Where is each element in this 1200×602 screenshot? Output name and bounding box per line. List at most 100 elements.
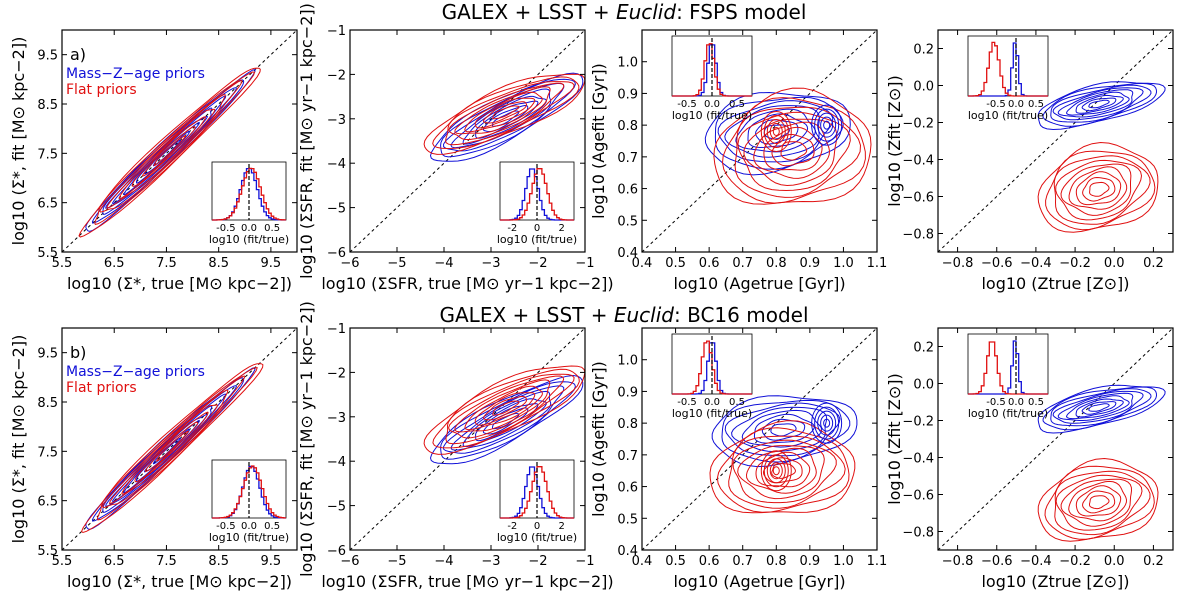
x-tick-label: −3 <box>481 554 500 569</box>
mzage-contour <box>1057 89 1134 118</box>
flat-contour <box>716 427 850 513</box>
flat-contour <box>1082 490 1116 514</box>
inset-x-label: log10 (fit/true) <box>672 109 752 122</box>
contours <box>350 30 585 252</box>
mzage-contour <box>1088 99 1110 109</box>
mzage-contour <box>753 413 815 444</box>
mzage-contour <box>1075 94 1124 114</box>
flat-contour <box>131 116 207 187</box>
mzage-contour <box>91 79 245 224</box>
y-tick-label: −3 <box>327 411 346 426</box>
x-tick-label: −6 <box>340 256 359 271</box>
flat-contour <box>464 91 543 133</box>
hotspot-contour <box>814 108 840 142</box>
hotspot-contour <box>820 414 834 432</box>
flat-contour <box>94 71 256 225</box>
x-tick-label: 9.5 <box>261 554 282 569</box>
inset-flat-hist <box>500 168 574 221</box>
x-tick-label: 0.4 <box>632 554 653 569</box>
inset-flat-hist <box>968 341 1048 395</box>
inset-tick-label: 0.5 <box>1028 99 1044 110</box>
inset-frame <box>967 35 1049 97</box>
x-tick-label: 0.2 <box>1143 554 1164 569</box>
y-axis-label: log10 (Σ*, fit [M⊙ kpc−2]) <box>9 335 28 544</box>
x-tick-label: 9.5 <box>261 256 282 271</box>
contours <box>642 30 877 252</box>
x-tick-label: 8.5 <box>208 554 229 569</box>
legend-flat: Flat priors <box>66 82 137 98</box>
flat-contour <box>80 363 264 534</box>
inset-x-label: log10 (fit/true) <box>497 531 577 544</box>
inset-tick-label: 0 <box>534 521 540 532</box>
x-axis-label: log10 (Ztrue [Z⊙]) <box>981 572 1129 591</box>
y-tick-label: 0.6 <box>617 481 638 496</box>
y-tick-label: 0.5 <box>617 214 638 229</box>
flat-contour <box>118 108 216 200</box>
y-tick-label: 0.0 <box>913 378 934 393</box>
hotspot-contour <box>760 450 792 492</box>
x-tick-label: 0.4 <box>632 256 653 271</box>
hotspot-contour <box>772 466 780 476</box>
flat-contour <box>1060 163 1132 216</box>
flat-contour <box>762 457 803 484</box>
inset-flat-hist <box>968 41 1048 97</box>
inset-tick-label: 2 <box>558 223 564 234</box>
inset-tick-label: 0.5 <box>264 223 280 234</box>
flat-contour <box>448 375 565 439</box>
x-axis-label: log10 (Agetrue [Gyr]) <box>673 274 845 293</box>
flat-contour <box>99 79 243 213</box>
mzage-contour <box>1065 91 1130 116</box>
mzage-contour <box>450 88 552 149</box>
y-tick-label: −0.8 <box>902 526 934 541</box>
inset-x-label: log10 (fit/true) <box>209 233 289 246</box>
x-tick-label: −0.6 <box>981 554 1013 569</box>
hotspot-contour <box>769 122 783 140</box>
flat-contour <box>474 392 536 426</box>
x-tick-label: 0.9 <box>800 256 821 271</box>
inset-tick-label: 0.0 <box>704 99 720 110</box>
flat-contour <box>1037 141 1159 233</box>
flat-contour <box>1082 176 1116 202</box>
flat-contour <box>763 126 823 171</box>
inset-flat-hist <box>672 340 752 395</box>
hotspot-contour <box>817 410 837 436</box>
x-tick-label: 0.8 <box>766 554 787 569</box>
y-tick-label: 6.5 <box>37 197 58 212</box>
x-axis-label: log10 (ΣSFR, true [M⊙ yr−1 kpc−2]) <box>321 274 613 293</box>
y-axis-label: log10 (ΣSFR, fit [M⊙ yr−1 kpc−2]) <box>297 301 316 577</box>
panel-0-1: −6 −5 −4 −3 −2 −1 −6 −5 −4 −3 −2 −1 log10 (ΣSFR, tru… <box>297 3 614 293</box>
x-tick-label: −5 <box>387 256 406 271</box>
y-tick-label: −0.4 <box>902 154 934 169</box>
hotspot-contour <box>823 418 831 428</box>
y-axis-label: log10 (Σ*, fit [M⊙ kpc−2]) <box>9 37 28 246</box>
y-axis-label: log10 (Zfit [Z⊙]) <box>885 75 904 207</box>
mzage-contour <box>429 72 584 162</box>
x-tick-label: 0.2 <box>1143 256 1164 271</box>
flat-contour <box>454 379 551 433</box>
mzage-contour <box>429 374 584 465</box>
panel-label: b) <box>70 343 86 362</box>
x-tick-label: 0.8 <box>766 256 787 271</box>
plot-frame <box>937 327 1174 551</box>
y-tick-label: −5 <box>327 202 346 217</box>
y-axis-label: log10 (ΣSFR, fit [M⊙ yr−1 kpc−2]) <box>297 3 316 279</box>
panel-0-2: 0.4 0.5 0.6 0.7 0.8 0.9 1.0 1.1 0.4 0.5 0.6 0.7 0.8 0… <box>589 29 887 293</box>
flat-contour <box>492 400 520 416</box>
flat-contour <box>423 73 585 155</box>
x-tick-label: 0.5 <box>665 554 686 569</box>
x-tick-label: −5 <box>387 554 406 569</box>
y-tick-label: 0.4 <box>617 246 638 261</box>
flat-contour <box>153 135 187 167</box>
row-title-bc16: GALEX + LSST + Euclid: BC16 model <box>439 303 809 327</box>
hotspot-contour <box>820 116 834 134</box>
contours <box>938 30 1173 252</box>
mzage-contour <box>1081 401 1117 415</box>
contours <box>642 328 877 550</box>
hotspot-contour <box>766 458 786 484</box>
inset-tick-label: 0.0 <box>241 521 257 532</box>
y-tick-label: −2 <box>327 68 346 83</box>
